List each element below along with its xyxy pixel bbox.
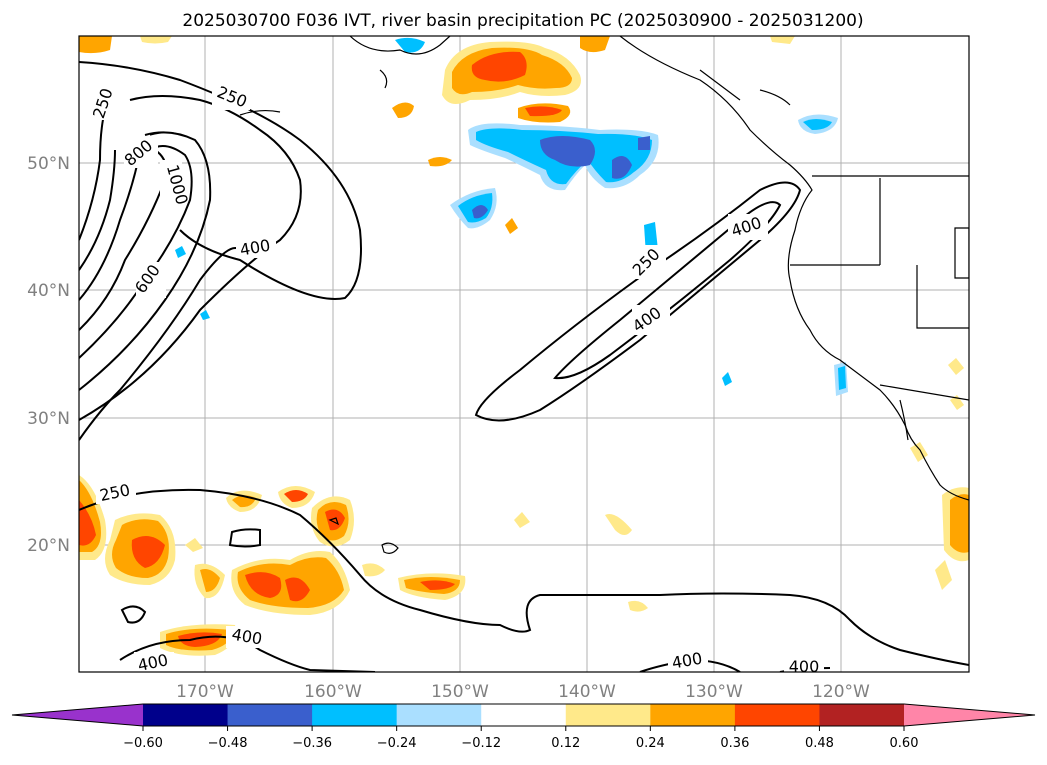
colorbar-extend-high: [904, 704, 1035, 726]
colorbar-segment: [650, 704, 736, 726]
colorbar-tick-label: −0.24: [377, 736, 417, 751]
colorbar-segment: [565, 704, 651, 726]
colorbar-segment: [734, 704, 820, 726]
lon-label: 160°W: [304, 682, 362, 702]
colorbar-tick-label: −0.60: [123, 736, 163, 751]
colorbar-tick-label: 0.12: [551, 736, 580, 751]
precip-shading: [79, 36, 969, 656]
colorbar-segment: [819, 704, 905, 726]
colorbar-segment: [312, 704, 398, 726]
lon-label: 170°W: [176, 682, 234, 702]
latitude-labels: 50°N 40°N 30°N 20°N: [27, 154, 70, 556]
colorbar-segment: [143, 704, 229, 726]
colorbar-segment: [227, 704, 313, 726]
colorbar-tick-label: 0.24: [636, 736, 665, 751]
colorbar-segment: [396, 704, 482, 726]
colorbar-tick-label: 0.48: [805, 736, 834, 751]
colorbar-tick-label: −0.48: [208, 736, 248, 751]
lon-label: 120°W: [812, 682, 870, 702]
figure-title: 2025030700 F036 IVT, river basin precipi…: [182, 11, 863, 31]
colorbar-tick-label: −0.12: [461, 736, 501, 751]
colorbar-tick-label: −0.36: [292, 736, 332, 751]
lat-label: 30°N: [27, 409, 70, 429]
lat-label: 20°N: [27, 536, 70, 556]
map-border: [78, 35, 970, 673]
colorbar-extend-low: [12, 704, 143, 726]
coastlines: [149, 36, 969, 554]
lon-label: 140°W: [558, 682, 616, 702]
map-panel: 250 250 800 1000 400 600 250 400 400 250: [78, 35, 970, 676]
colorbar-tick-label: 0.36: [720, 736, 749, 751]
lat-label: 50°N: [27, 154, 70, 174]
colorbar: −0.60 −0.48 −0.36 −0.24 −0.12 0.12 0.24 0.36 0.4…: [11, 703, 1036, 751]
lat-label: 40°N: [27, 281, 70, 301]
contour-label: 400: [670, 649, 703, 673]
colorbar-segment: [481, 704, 567, 726]
lon-label: 130°W: [685, 682, 743, 702]
longitude-labels: 170°W 160°W 150°W 140°W 130°W 120°W: [176, 682, 870, 702]
contour-label: 400: [136, 650, 170, 675]
lon-label: 150°W: [431, 682, 489, 702]
contour-labels: 250 250 800 1000 400 600 250 400 400 250: [89, 82, 824, 676]
colorbar-tick-label: 0.60: [890, 736, 919, 751]
contour-label: 400: [789, 657, 820, 676]
